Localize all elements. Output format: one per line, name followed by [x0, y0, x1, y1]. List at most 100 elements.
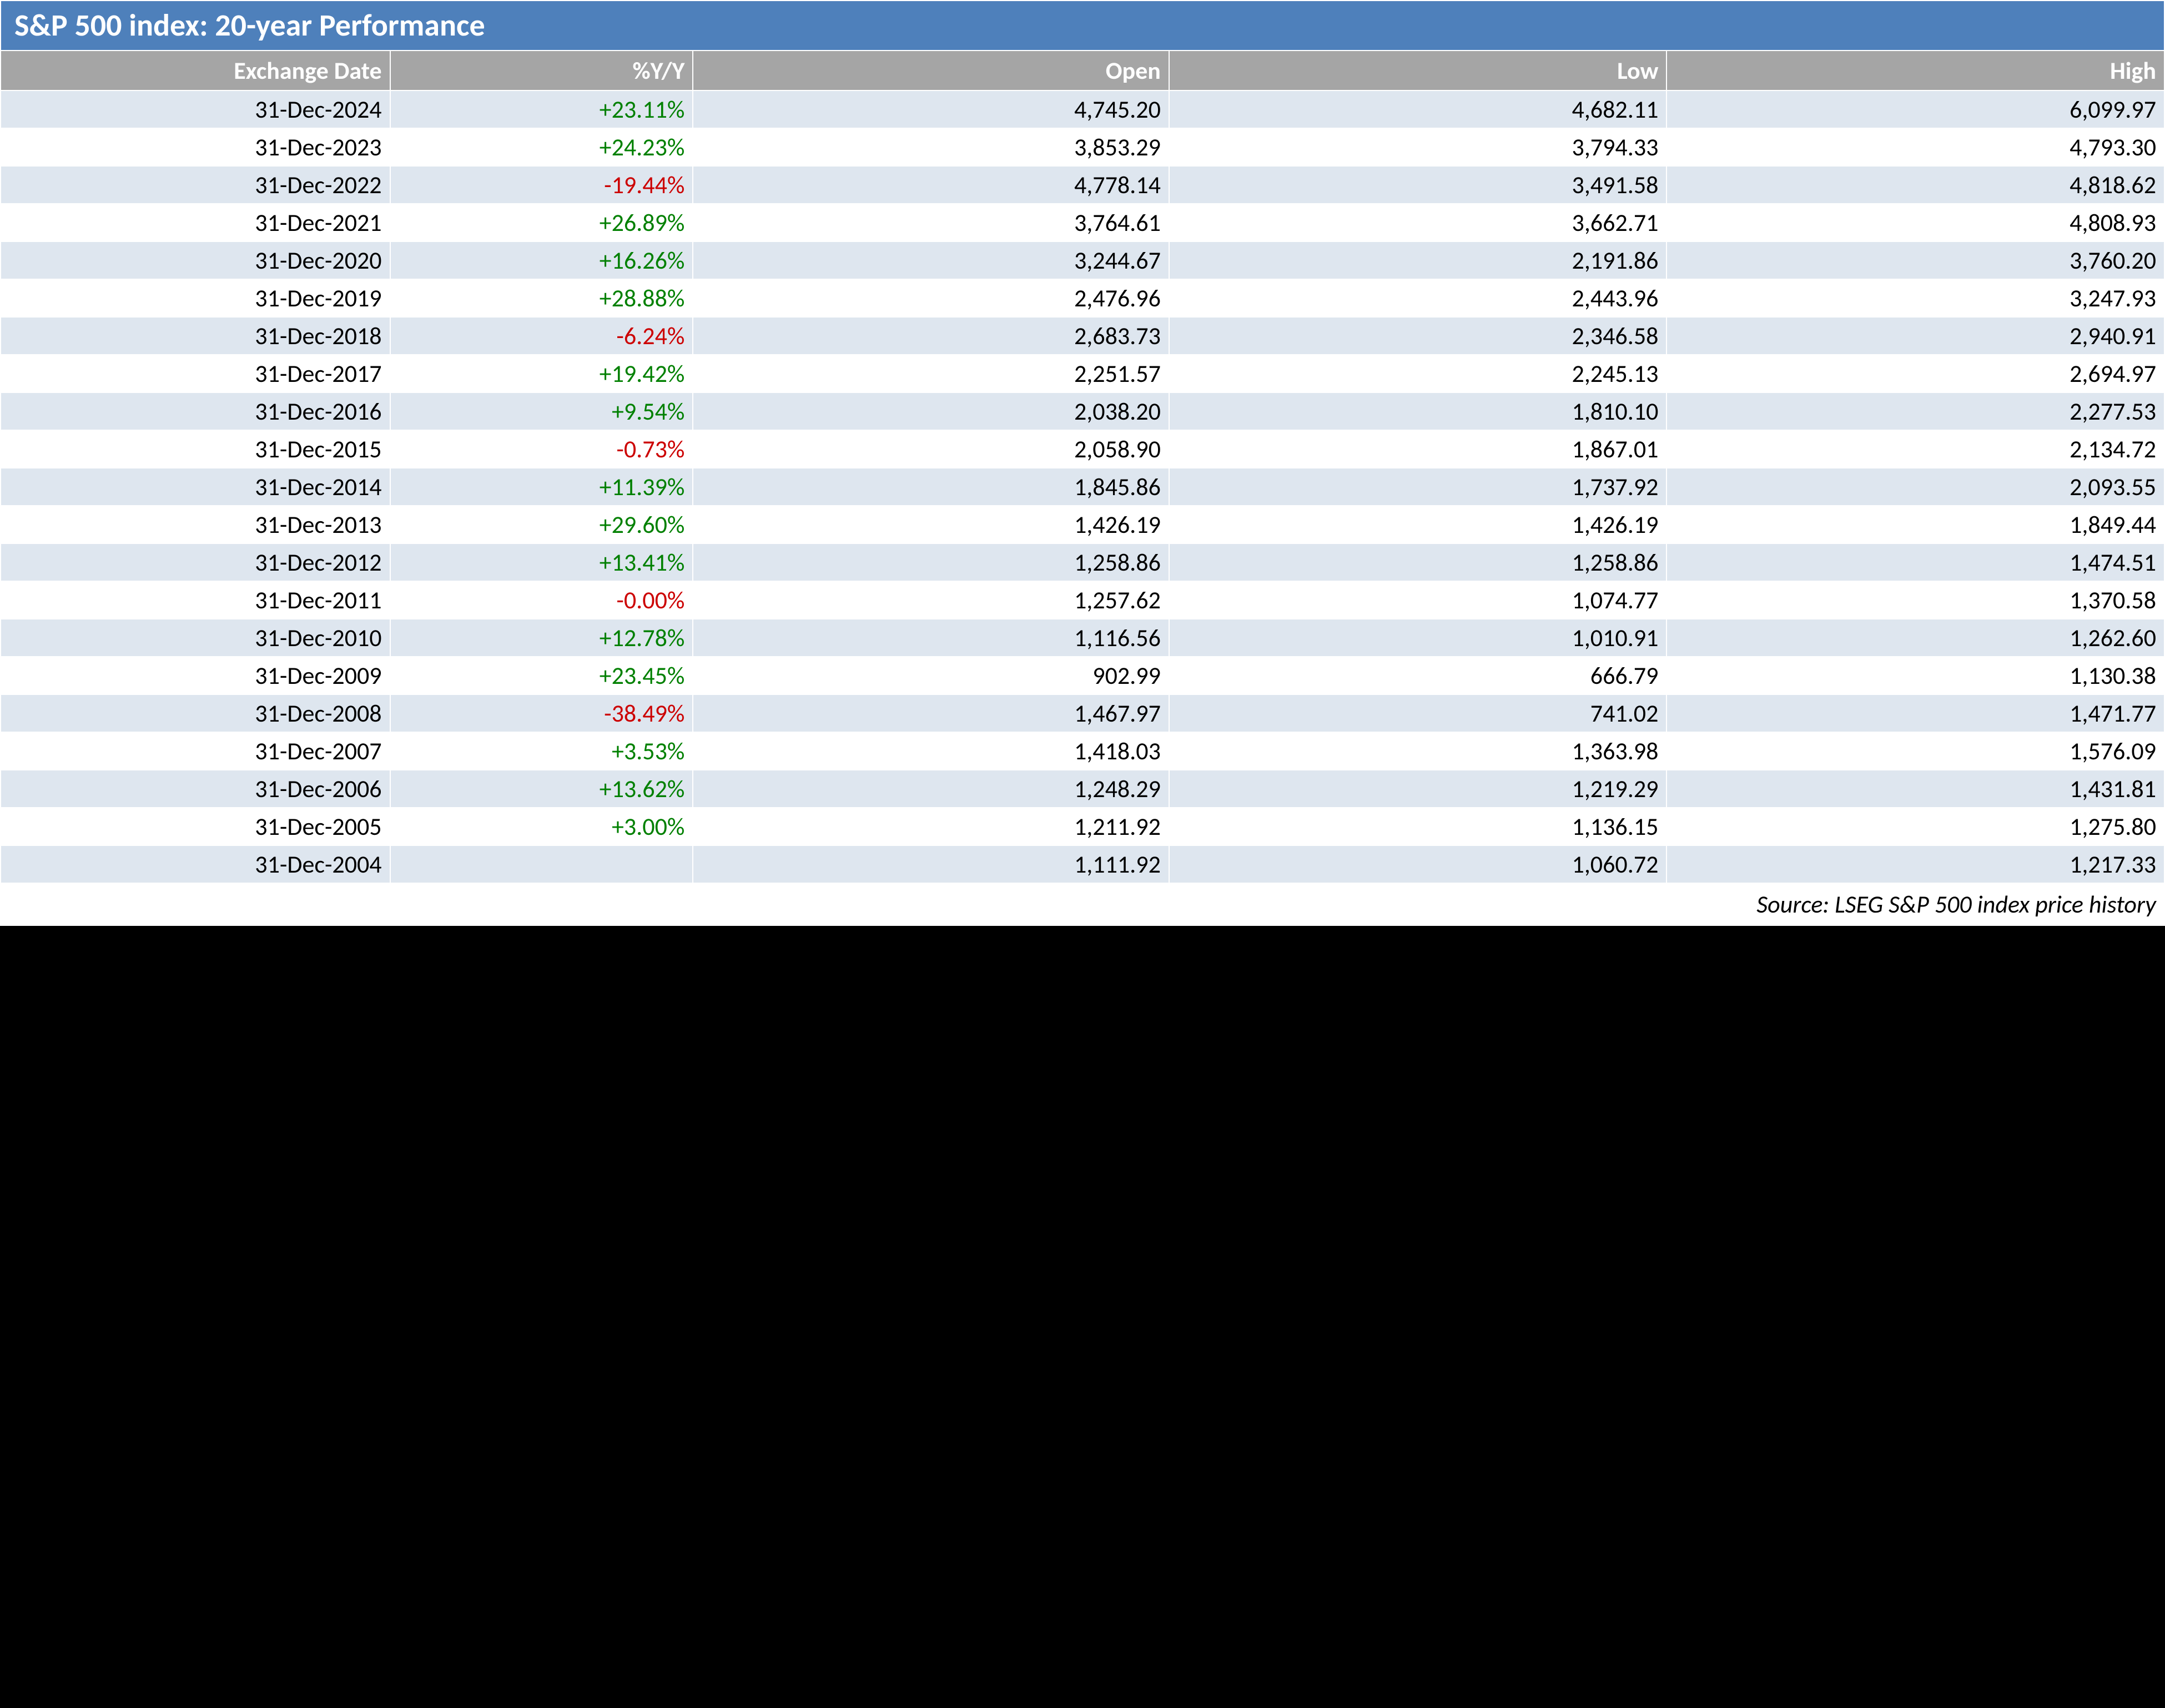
cell-low: 3,491.58	[1169, 166, 1667, 204]
cell-yoy: -19.44%	[390, 166, 693, 204]
source-row: Source: LSEG S&P 500 index price history	[1, 883, 2164, 925]
performance-table: Exchange Date %Y/Y Open Low High 31-Dec-…	[0, 50, 2165, 926]
cell-open: 3,764.61	[693, 204, 1169, 241]
cell-date: 31-Dec-2021	[1, 204, 390, 241]
cell-high: 2,694.97	[1666, 355, 2164, 392]
table-row: 31-Dec-2009+23.45%902.99666.791,130.38	[1, 657, 2164, 694]
cell-open: 3,853.29	[693, 128, 1169, 166]
cell-open: 1,426.19	[693, 506, 1169, 543]
source-text: Source: LSEG S&P 500 index price history	[1, 883, 2164, 925]
table-row: 31-Dec-2012+13.41%1,258.861,258.861,474.…	[1, 543, 2164, 581]
table-row: 31-Dec-2013+29.60%1,426.191,426.191,849.…	[1, 506, 2164, 543]
cell-open: 2,038.20	[693, 392, 1169, 430]
col-header-low: Low	[1169, 51, 1667, 90]
cell-low: 4,682.11	[1169, 90, 1667, 128]
cell-open: 1,258.86	[693, 543, 1169, 581]
cell-open: 1,211.92	[693, 808, 1169, 845]
cell-low: 2,346.58	[1169, 317, 1667, 355]
cell-high: 4,793.30	[1666, 128, 2164, 166]
cell-date: 31-Dec-2019	[1, 279, 390, 317]
col-header-date: Exchange Date	[1, 51, 390, 90]
table-row: 31-Dec-20041,111.921,060.721,217.33	[1, 845, 2164, 883]
table-row: 31-Dec-2019+28.88%2,476.962,443.963,247.…	[1, 279, 2164, 317]
cell-high: 1,431.81	[1666, 770, 2164, 808]
cell-date: 31-Dec-2009	[1, 657, 390, 694]
cell-date: 31-Dec-2005	[1, 808, 390, 845]
table-row: 31-Dec-2024+23.11%4,745.204,682.116,099.…	[1, 90, 2164, 128]
cell-low: 1,136.15	[1169, 808, 1667, 845]
cell-date: 31-Dec-2023	[1, 128, 390, 166]
cell-date: 31-Dec-2012	[1, 543, 390, 581]
cell-yoy: -0.00%	[390, 581, 693, 619]
cell-low: 2,245.13	[1169, 355, 1667, 392]
cell-open: 1,248.29	[693, 770, 1169, 808]
cell-date: 31-Dec-2007	[1, 732, 390, 770]
cell-high: 1,275.80	[1666, 808, 2164, 845]
cell-low: 1,060.72	[1169, 845, 1667, 883]
cell-high: 1,370.58	[1666, 581, 2164, 619]
cell-low: 1,426.19	[1169, 506, 1667, 543]
cell-date: 31-Dec-2015	[1, 430, 390, 468]
cell-high: 1,130.38	[1666, 657, 2164, 694]
cell-open: 1,116.56	[693, 619, 1169, 657]
cell-yoy: +12.78%	[390, 619, 693, 657]
cell-high: 6,099.97	[1666, 90, 2164, 128]
cell-yoy: +13.41%	[390, 543, 693, 581]
cell-low: 1,867.01	[1169, 430, 1667, 468]
cell-open: 1,845.86	[693, 468, 1169, 506]
cell-date: 31-Dec-2017	[1, 355, 390, 392]
table-title: S&P 500 index: 20-year Performance	[0, 0, 2165, 50]
cell-open: 3,244.67	[693, 241, 1169, 279]
header-row: Exchange Date %Y/Y Open Low High	[1, 51, 2164, 90]
cell-low: 3,794.33	[1169, 128, 1667, 166]
cell-low: 3,662.71	[1169, 204, 1667, 241]
cell-high: 4,818.62	[1666, 166, 2164, 204]
cell-open: 1,111.92	[693, 845, 1169, 883]
cell-yoy: +23.45%	[390, 657, 693, 694]
cell-yoy: +28.88%	[390, 279, 693, 317]
table-row: 31-Dec-2018-6.24%2,683.732,346.582,940.9…	[1, 317, 2164, 355]
cell-open: 2,251.57	[693, 355, 1169, 392]
cell-open: 1,418.03	[693, 732, 1169, 770]
cell-yoy: +19.42%	[390, 355, 693, 392]
table-row: 31-Dec-2005+3.00%1,211.921,136.151,275.8…	[1, 808, 2164, 845]
cell-date: 31-Dec-2018	[1, 317, 390, 355]
cell-yoy: +26.89%	[390, 204, 693, 241]
cell-yoy: +3.53%	[390, 732, 693, 770]
cell-low: 1,363.98	[1169, 732, 1667, 770]
cell-low: 1,737.92	[1169, 468, 1667, 506]
col-header-yoy: %Y/Y	[390, 51, 693, 90]
cell-open: 4,778.14	[693, 166, 1169, 204]
table-row: 31-Dec-2015-0.73%2,058.901,867.012,134.7…	[1, 430, 2164, 468]
cell-high: 4,808.93	[1666, 204, 2164, 241]
cell-high: 1,471.77	[1666, 694, 2164, 732]
cell-high: 2,277.53	[1666, 392, 2164, 430]
cell-yoy: -38.49%	[390, 694, 693, 732]
cell-yoy: +23.11%	[390, 90, 693, 128]
col-header-open: Open	[693, 51, 1169, 90]
cell-low: 1,810.10	[1169, 392, 1667, 430]
cell-low: 1,258.86	[1169, 543, 1667, 581]
cell-high: 2,134.72	[1666, 430, 2164, 468]
cell-low: 1,219.29	[1169, 770, 1667, 808]
cell-yoy: +29.60%	[390, 506, 693, 543]
table-row: 31-Dec-2006+13.62%1,248.291,219.291,431.…	[1, 770, 2164, 808]
cell-date: 31-Dec-2022	[1, 166, 390, 204]
table-row: 31-Dec-2021+26.89%3,764.613,662.714,808.…	[1, 204, 2164, 241]
cell-date: 31-Dec-2020	[1, 241, 390, 279]
cell-open: 1,467.97	[693, 694, 1169, 732]
table-row: 31-Dec-2020+16.26%3,244.672,191.863,760.…	[1, 241, 2164, 279]
cell-yoy: -6.24%	[390, 317, 693, 355]
cell-high: 1,474.51	[1666, 543, 2164, 581]
cell-date: 31-Dec-2013	[1, 506, 390, 543]
table-row: 31-Dec-2023+24.23%3,853.293,794.334,793.…	[1, 128, 2164, 166]
cell-low: 2,191.86	[1169, 241, 1667, 279]
cell-yoy: -0.73%	[390, 430, 693, 468]
cell-high: 3,247.93	[1666, 279, 2164, 317]
cell-open: 2,683.73	[693, 317, 1169, 355]
cell-date: 31-Dec-2016	[1, 392, 390, 430]
cell-high: 3,760.20	[1666, 241, 2164, 279]
cell-low: 2,443.96	[1169, 279, 1667, 317]
cell-open: 902.99	[693, 657, 1169, 694]
table-body: 31-Dec-2024+23.11%4,745.204,682.116,099.…	[1, 90, 2164, 883]
